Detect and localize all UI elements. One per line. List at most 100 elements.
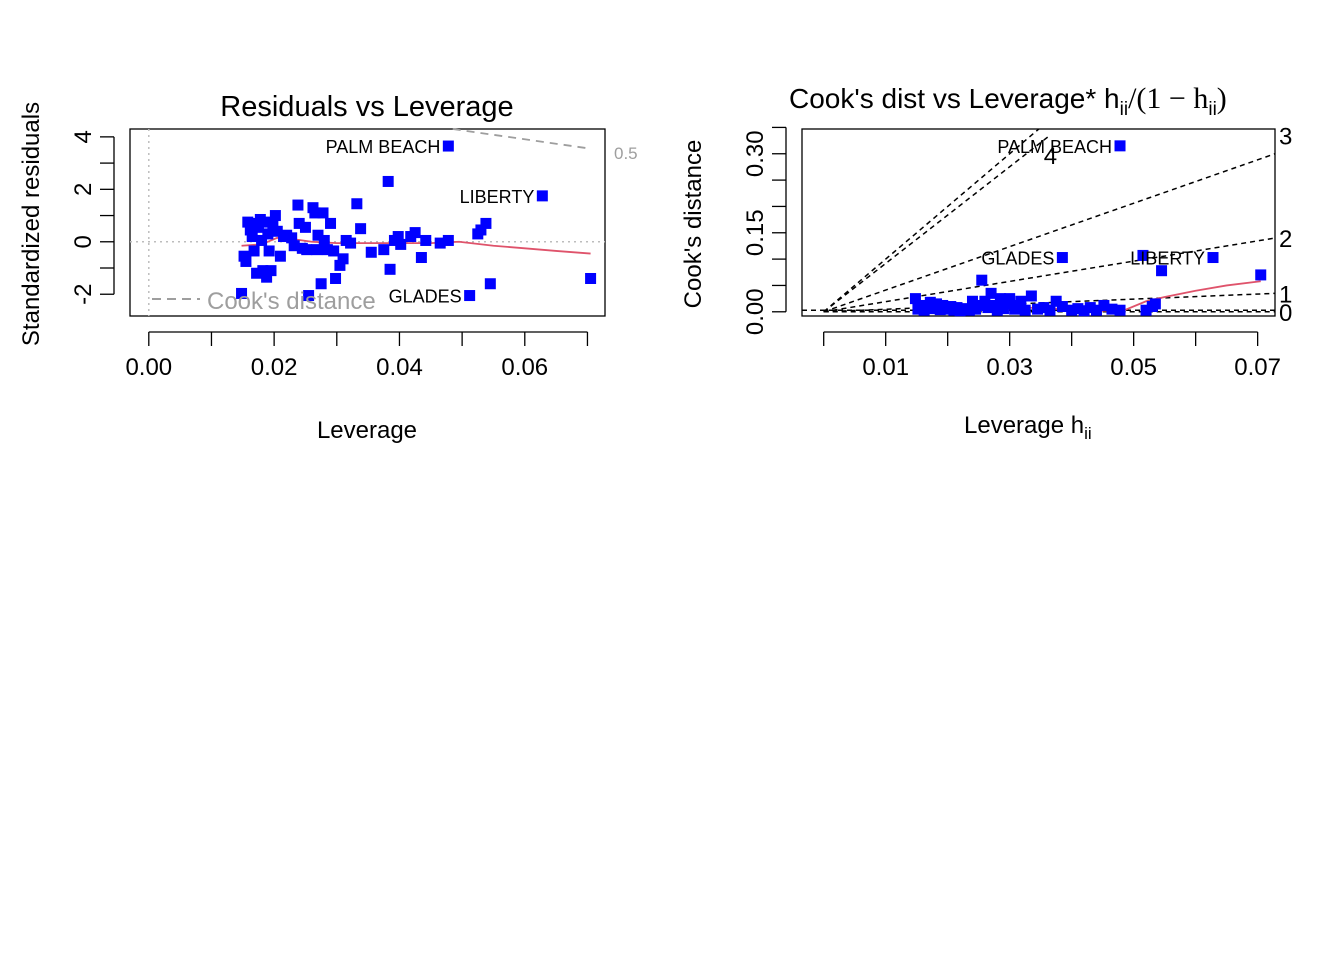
x-axis-label: Leverage — [317, 417, 417, 444]
data-point — [585, 272, 597, 284]
data-points — [909, 140, 1267, 317]
data-point — [309, 207, 321, 219]
data-point — [442, 234, 454, 246]
title-subscript: ii — [1120, 99, 1128, 120]
plot-frame — [129, 128, 606, 317]
data-point — [409, 227, 421, 239]
data-point — [973, 299, 985, 311]
data-point — [293, 217, 305, 229]
point-label: PALM BEACH — [326, 137, 441, 157]
data-point — [1050, 295, 1062, 307]
data-point — [301, 244, 313, 256]
data-point — [909, 293, 921, 305]
data-point — [271, 225, 283, 237]
data-point — [1072, 303, 1084, 315]
point-labels: PALM BEACH GLADES LIBERTY — [981, 137, 1205, 269]
point-label: GLADES — [981, 249, 1054, 269]
x-axis: 0.00 0.02 0.04 0.06 — [125, 331, 589, 381]
chart-title: Residuals vs Leverage — [220, 91, 513, 123]
data-point — [311, 244, 323, 256]
contour-level-labels: 01 2 3 4 — [1044, 123, 1293, 326]
data-point — [325, 217, 337, 229]
data-point — [484, 278, 496, 290]
data-point — [963, 304, 975, 316]
data-point — [1056, 252, 1068, 264]
data-point — [392, 231, 404, 243]
x-tick-label: 0.05 — [1110, 354, 1157, 381]
y-tick-label: 2 — [70, 183, 97, 196]
data-point — [976, 274, 988, 286]
y-tick-label: 4 — [70, 130, 97, 143]
x-tick-label: 0.01 — [862, 354, 909, 381]
data-point — [269, 210, 281, 222]
data-point — [1156, 265, 1168, 277]
plot-frame — [801, 128, 1276, 317]
data-point — [420, 234, 432, 246]
data-point — [480, 217, 492, 229]
data-point — [1207, 252, 1219, 264]
point-label: PALM BEACH — [997, 137, 1112, 157]
data-point — [1044, 304, 1056, 316]
cooks-contour — [823, 153, 1275, 313]
title-prefix: Cook's dist vs Leverage* h — [789, 83, 1120, 114]
cooks-contour — [823, 237, 1275, 313]
data-point — [318, 234, 330, 246]
data-point — [312, 229, 324, 241]
data-point — [1019, 304, 1031, 316]
data-point — [395, 238, 407, 250]
y-axis: 0.00 0.15 0.30 — [742, 126, 787, 335]
x-axis-label: Leverage hii — [964, 412, 1092, 443]
data-point — [1066, 304, 1078, 316]
point-label: LIBERTY — [1130, 249, 1205, 269]
x-tick-label: 0.02 — [251, 354, 298, 381]
data-point — [288, 240, 300, 252]
y-axis: -2 0 2 4 — [70, 130, 115, 305]
residuals-vs-leverage-panel: Residuals vs Leverage PALM BEACH LIBERTY G… — [18, 91, 638, 444]
data-point — [299, 221, 311, 233]
data-point — [244, 224, 256, 236]
data-point — [246, 231, 258, 243]
x-tick-label: 0.07 — [1234, 354, 1281, 381]
data-point — [475, 224, 487, 236]
data-point — [1255, 269, 1267, 281]
data-point — [991, 304, 1003, 316]
data-point — [1004, 293, 1016, 305]
legend-text: Cook's distance — [207, 288, 376, 315]
data-point — [1114, 304, 1126, 316]
data-point — [337, 253, 349, 265]
data-point — [924, 296, 936, 308]
point-label: GLADES — [389, 287, 462, 307]
data-point — [292, 199, 304, 211]
data-point — [334, 259, 346, 271]
cooks-dist-vs-leverage-panel: Cook's dist vs Leverage* hii/(1 − hii) P… — [680, 82, 1292, 443]
data-point — [1084, 302, 1096, 314]
data-point — [261, 271, 273, 283]
title-fraction: /(1 − h — [1128, 82, 1208, 115]
data-point — [1015, 295, 1027, 307]
data-point — [982, 302, 994, 314]
data-point — [382, 175, 394, 187]
data-point — [985, 287, 997, 299]
data-point — [251, 267, 263, 279]
data-point — [355, 223, 367, 235]
y-tick-label: 0.00 — [742, 288, 769, 335]
point-label: LIBERTY — [460, 187, 535, 207]
y-tick-label: 0 — [70, 235, 97, 248]
data-point — [274, 250, 286, 262]
data-point — [1090, 304, 1102, 316]
data-point — [536, 190, 548, 202]
data-point — [415, 252, 427, 264]
contour-level-label: 2 — [1279, 226, 1292, 253]
legend: Cook's distance — [152, 288, 376, 315]
point-labels: PALM BEACH LIBERTY GLADES — [326, 137, 535, 306]
y-tick-label: 0.15 — [742, 209, 769, 256]
data-point — [1038, 302, 1050, 314]
data-point — [236, 287, 248, 299]
data-point — [252, 221, 264, 233]
data-point — [384, 263, 396, 275]
contour-label: 0.5 — [614, 144, 638, 163]
data-point — [1149, 298, 1161, 310]
data-point — [434, 237, 446, 249]
cooks-contour-0.5 — [452, 128, 591, 150]
data-point — [994, 293, 1006, 305]
